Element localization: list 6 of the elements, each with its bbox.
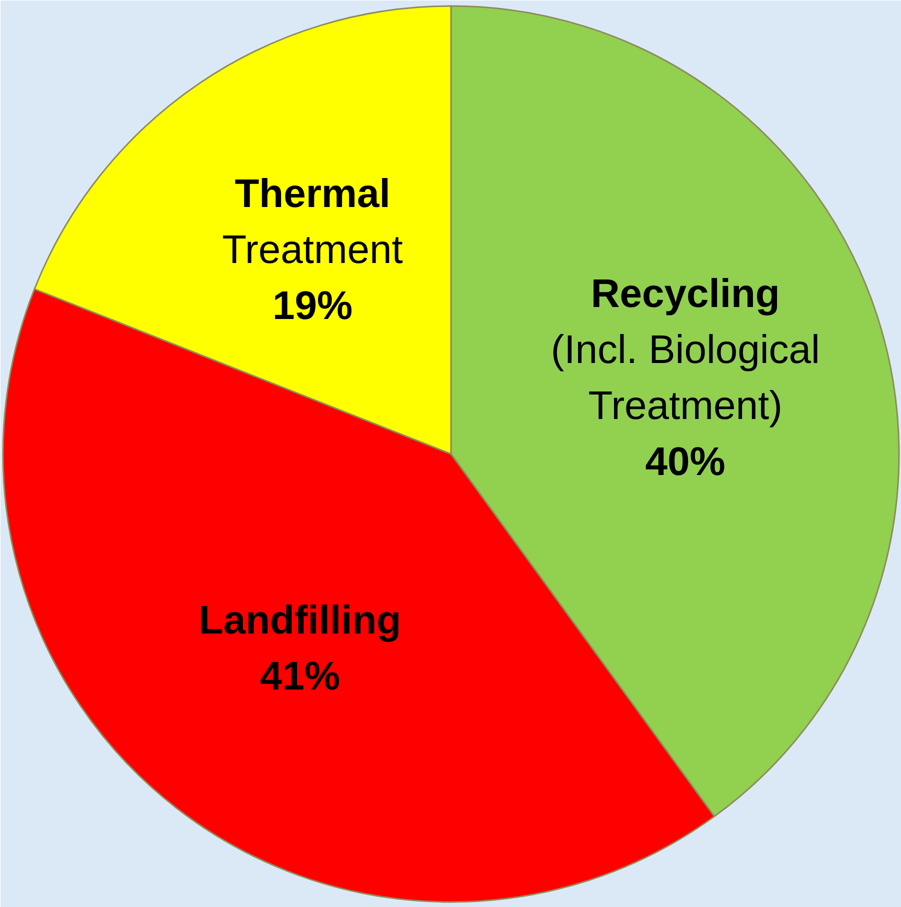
data-label: 40% (645, 440, 726, 484)
data-label: 41% (260, 654, 340, 699)
slice-label: Landfilling (198, 598, 402, 643)
slice-label: Recycling (Incl. Biological Treatment) (550, 272, 820, 428)
data-label: 19% (272, 284, 353, 328)
slice-label: Thermal Treatment (222, 172, 403, 272)
